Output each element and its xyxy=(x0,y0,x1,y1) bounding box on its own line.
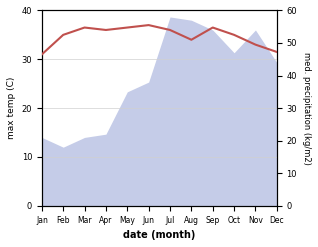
Y-axis label: med. precipitation (kg/m2): med. precipitation (kg/m2) xyxy=(302,52,311,165)
Y-axis label: max temp (C): max temp (C) xyxy=(7,77,16,139)
X-axis label: date (month): date (month) xyxy=(123,230,196,240)
